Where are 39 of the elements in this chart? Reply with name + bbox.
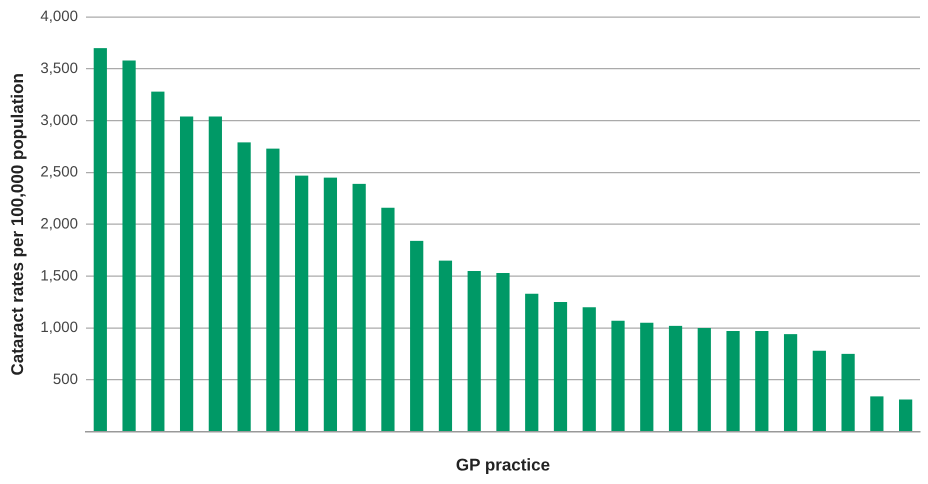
bar — [755, 331, 768, 431]
bar — [582, 307, 596, 431]
y-tick-label: 1,000 — [40, 319, 78, 336]
y-tick-label: 2,000 — [40, 215, 78, 232]
bar — [295, 176, 308, 431]
y-tick-label: 3,000 — [40, 112, 78, 129]
bar — [180, 116, 194, 431]
bar — [266, 148, 280, 431]
bar — [554, 302, 568, 431]
bar — [151, 92, 164, 431]
bar — [324, 178, 338, 431]
bar — [668, 326, 682, 431]
bar — [208, 116, 222, 431]
bar — [870, 396, 884, 431]
bar — [468, 270, 481, 431]
bar — [122, 60, 136, 431]
bar — [238, 142, 251, 431]
y-tick-label: 500 — [52, 370, 78, 388]
y-tick-label: 1,500 — [40, 267, 78, 284]
bar — [812, 350, 826, 431]
y-tick-label: 3,500 — [40, 60, 78, 77]
bar — [352, 184, 366, 431]
y-tick-label: 2,500 — [40, 164, 78, 181]
bar — [841, 354, 855, 431]
bar — [726, 331, 740, 431]
bar — [698, 328, 711, 431]
bar — [899, 399, 912, 431]
bar — [525, 294, 538, 431]
x-axis-title: GP practice — [456, 455, 550, 474]
bar — [640, 322, 654, 431]
bar — [784, 334, 798, 431]
bar — [410, 240, 424, 431]
bar — [496, 273, 510, 431]
bar — [611, 320, 625, 431]
bar — [381, 208, 395, 431]
bar — [94, 48, 107, 431]
y-axis-title: Cataract rates per 100,000 population — [8, 73, 27, 376]
bar — [438, 260, 452, 431]
y-tick-label: 4,000 — [40, 8, 78, 26]
